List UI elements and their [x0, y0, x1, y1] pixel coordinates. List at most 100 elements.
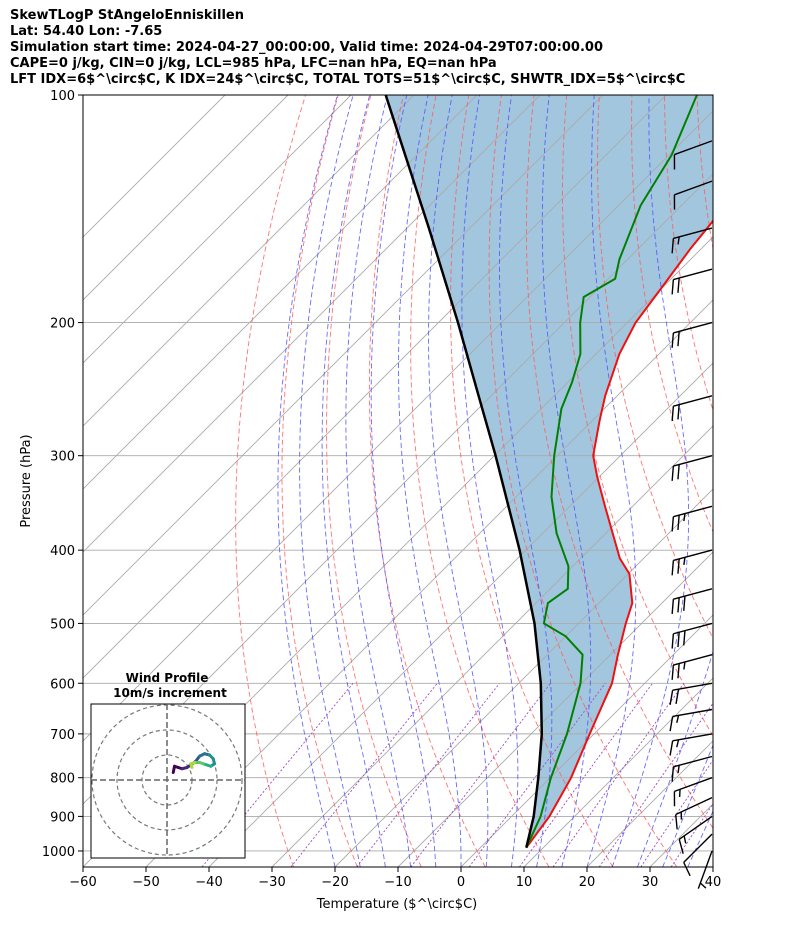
- moist-adiabat: [586, 95, 637, 867]
- moist-adiabat: [611, 95, 690, 867]
- wind-barb: [673, 140, 713, 170]
- dry-adiabat: [368, 95, 486, 867]
- isotherm: [334, 488, 713, 867]
- dewpoint-line: [525, 95, 698, 849]
- mixing-ratio-line: [552, 683, 685, 867]
- y-axis-label: Pressure (hPa): [19, 434, 34, 527]
- x-tick-label: −30: [258, 875, 285, 890]
- y-tick-label: 1000: [42, 845, 75, 860]
- isotherm: [712, 866, 713, 867]
- x-tick-label: −50: [132, 875, 159, 890]
- dry-adiabat: [235, 95, 307, 867]
- mixing-ratio-line: [410, 683, 551, 867]
- mixing-ratio-line: [290, 683, 438, 867]
- moist-adiabat: [398, 95, 462, 867]
- location-line: Lat: 54.40 Lon: -7.65: [10, 24, 163, 39]
- temperature-line: [525, 219, 713, 849]
- x-tick-label: 30: [642, 875, 659, 890]
- isotherm: [460, 614, 713, 867]
- dry-adiabat: [730, 95, 794, 867]
- mixing-ratio-line: [356, 683, 500, 867]
- moist-adiabat: [321, 95, 386, 867]
- wind-barb: [678, 815, 713, 854]
- moist-adiabat: [345, 95, 412, 867]
- isotherm: [83, 95, 541, 553]
- wind-barbs: [669, 140, 713, 889]
- dry-adiabat: [410, 95, 550, 867]
- isotherm: [83, 95, 289, 301]
- x-tick-label: 10: [516, 875, 533, 890]
- mixing-ratio-line: [598, 702, 713, 867]
- dry-adiabat: [281, 95, 358, 867]
- wind-barb: [671, 227, 713, 254]
- profile-lines: [384, 95, 713, 849]
- isotherm: [83, 95, 415, 427]
- dry-adiabat: [696, 95, 713, 251]
- cape-line: CAPE=0 j/kg, CIN=0 j/kg, LCL=985 hPa, LF…: [10, 56, 497, 71]
- wind-barb: [671, 654, 713, 680]
- isotherm: [83, 110, 713, 742]
- x-tick-label: 0: [457, 875, 465, 890]
- wind-barb: [671, 505, 713, 532]
- moist-adiabat: [428, 95, 489, 867]
- x-tick-label: 40: [705, 875, 722, 890]
- wind-barb: [673, 180, 713, 210]
- dry-adiabat: [631, 95, 713, 533]
- isotherm: [776, 95, 794, 867]
- isotherm: [397, 551, 713, 867]
- wind-barb: [675, 796, 713, 830]
- hodograph-title: Wind Profile: [126, 671, 209, 685]
- cin-shading: [385, 95, 713, 848]
- y-tick-label: 700: [50, 728, 75, 743]
- x-tick-label: −60: [69, 875, 96, 890]
- dry-adiabat: [525, 95, 713, 829]
- mixing-ratio-line: [519, 683, 653, 867]
- parcel-line: [384, 95, 544, 848]
- mixing-ratio-line: [670, 802, 713, 867]
- x-tick-label: −40: [195, 875, 222, 890]
- wind-barb: [669, 733, 713, 756]
- chart-header: SkewTLogP StAngeloEnniskillen Lat: 54.40…: [10, 8, 685, 88]
- moist-adiabat: [277, 95, 339, 867]
- cin-area: [385, 95, 713, 848]
- x-tick-label: −20: [321, 875, 348, 890]
- moist-adiabat: [541, 95, 592, 867]
- dry-adiabat: [450, 95, 614, 867]
- wind-barb: [671, 321, 713, 348]
- wind-barb: [671, 588, 713, 615]
- moist-adiabat: [712, 865, 713, 867]
- hodograph-subtitle: 10m/s increment: [113, 686, 227, 700]
- wind-barb: [671, 395, 713, 422]
- isotherm: [83, 95, 226, 238]
- y-tick-label: 200: [50, 317, 75, 332]
- y-tick-label: 400: [50, 544, 75, 559]
- hodograph-trace: [189, 762, 194, 769]
- isotherm: [145, 299, 713, 867]
- isotherm: [83, 95, 478, 490]
- x-axis-label: Temperature ($^\circ$C): [316, 897, 477, 912]
- x-tick-label: −10: [384, 875, 411, 890]
- wind-barb: [669, 682, 713, 706]
- wind-barb: [671, 622, 713, 649]
- y-tick-label: 300: [50, 450, 75, 465]
- wind-barb: [671, 549, 713, 576]
- y-tick-label: 600: [50, 677, 75, 692]
- isotherm: [83, 95, 604, 616]
- time-line: Simulation start time: 2024-04-27_00:00:…: [10, 40, 603, 55]
- dry-adiabat: [762, 95, 794, 867]
- dry-adiabat: [326, 95, 422, 867]
- isotherm: [83, 95, 667, 679]
- y-tick-label: 900: [50, 810, 75, 825]
- wind-barb: [671, 455, 713, 481]
- wind-barb: [673, 777, 713, 807]
- moist-adiabat: [299, 95, 361, 867]
- isotherm: [83, 95, 352, 364]
- y-tick-label: 100: [50, 89, 75, 104]
- dry-adiabat: [562, 95, 713, 737]
- wind-barb: [697, 850, 713, 889]
- moist-adiabat: [499, 95, 553, 867]
- index-line: LFT IDX=6$^\circ$C, K IDX=24$^\circ$C, T…: [10, 72, 686, 87]
- y-tick-label: 800: [50, 772, 75, 787]
